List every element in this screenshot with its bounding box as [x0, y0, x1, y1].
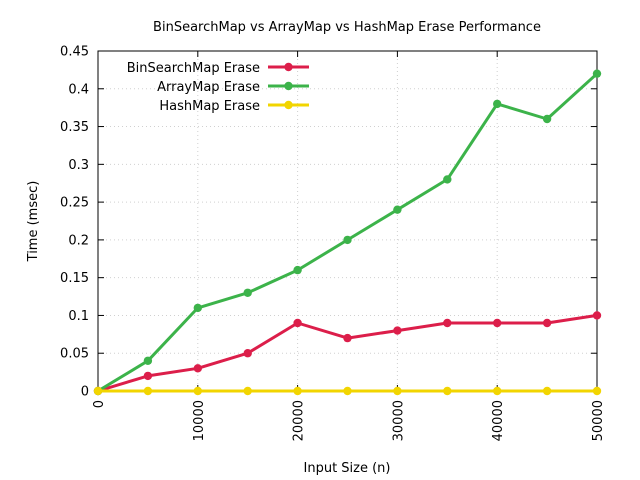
hashmap-erase-point — [93, 386, 103, 396]
hashmap-erase-point — [592, 386, 602, 396]
binsearchmap-erase-point — [592, 311, 602, 320]
x-tick-label: 30000 — [391, 400, 406, 441]
chart-title: BinSearchMap vs ArrayMap vs HashMap Eras… — [153, 20, 541, 35]
y-tick-label: 0.25 — [60, 196, 89, 211]
arraymap-erase-point — [393, 205, 402, 214]
y-tick-label: 0.1 — [68, 309, 89, 324]
arraymap-erase-point — [243, 288, 252, 297]
series — [93, 69, 602, 396]
y-tick-label: 0.05 — [60, 347, 89, 362]
legend-marker — [284, 62, 293, 72]
arraymap-erase-point — [542, 114, 552, 124]
y-tick-label: 0 — [81, 385, 89, 400]
hashmap-erase-point — [343, 386, 352, 396]
arraymap-erase-point — [443, 175, 452, 184]
arraymap-erase-point — [592, 69, 602, 78]
y-tick-label: 0.35 — [60, 120, 89, 135]
legend-label: BinSearchMap Erase — [127, 61, 260, 76]
hashmap-erase-point — [393, 386, 402, 396]
x-tick-label: 10000 — [192, 400, 207, 441]
binsearchmap-erase-point — [243, 349, 252, 358]
arraymap-erase-line — [97, 72, 599, 393]
binsearchmap-erase-point — [443, 318, 452, 328]
y-tick-label: 0.2 — [68, 233, 89, 248]
arraymap-erase-point — [493, 99, 502, 109]
legend-marker — [284, 100, 293, 110]
legend: BinSearchMap Erase ArrayMap Erase HashMap … — [127, 61, 309, 114]
binsearchmap-erase-point — [393, 326, 402, 335]
hashmap-erase-point — [193, 386, 202, 396]
x-tick-label: 40000 — [491, 400, 506, 441]
x-tick-label: 20000 — [292, 400, 307, 441]
hashmap-erase-point — [542, 386, 552, 396]
x-axis-label: Input Size (n) — [304, 461, 391, 476]
x-tick-label: 50000 — [591, 400, 606, 441]
legend-marker — [284, 81, 293, 91]
binsearchmap-erase-point — [542, 318, 552, 328]
x-tick-label: 0 — [92, 400, 107, 408]
hashmap-erase-point — [293, 386, 302, 396]
y-axis-label: Time (msec) — [26, 181, 41, 263]
y-tick-label: 0.3 — [68, 158, 89, 173]
arraymap-erase-point — [193, 303, 202, 313]
tick-labels: 0 0.05 0.1 0.15 0.2 0.25 0.3 0.35 0.4 0.45 0 10000 2… — [60, 45, 606, 442]
arraymap-erase-point — [343, 235, 352, 245]
arraymap-erase-point — [293, 265, 302, 275]
binsearchmap-erase-point — [143, 371, 153, 381]
hashmap-erase-point — [443, 386, 452, 396]
y-tick-label: 0.45 — [60, 45, 89, 60]
arraymap-erase-point — [143, 356, 153, 365]
binsearchmap-erase-point — [293, 318, 302, 328]
y-tick-label: 0.15 — [60, 271, 89, 286]
binsearchmap-erase-point — [343, 333, 352, 343]
legend-label: HashMap Erase — [159, 99, 260, 114]
hashmap-erase-point — [143, 386, 153, 396]
binsearchmap-erase-point — [193, 364, 202, 373]
hashmap-erase-point — [243, 386, 252, 396]
legend-label: ArrayMap Erase — [157, 80, 260, 95]
hashmap-erase-point — [493, 386, 502, 396]
y-tick-label: 0.4 — [68, 82, 89, 97]
binsearchmap-erase-point — [493, 318, 502, 328]
